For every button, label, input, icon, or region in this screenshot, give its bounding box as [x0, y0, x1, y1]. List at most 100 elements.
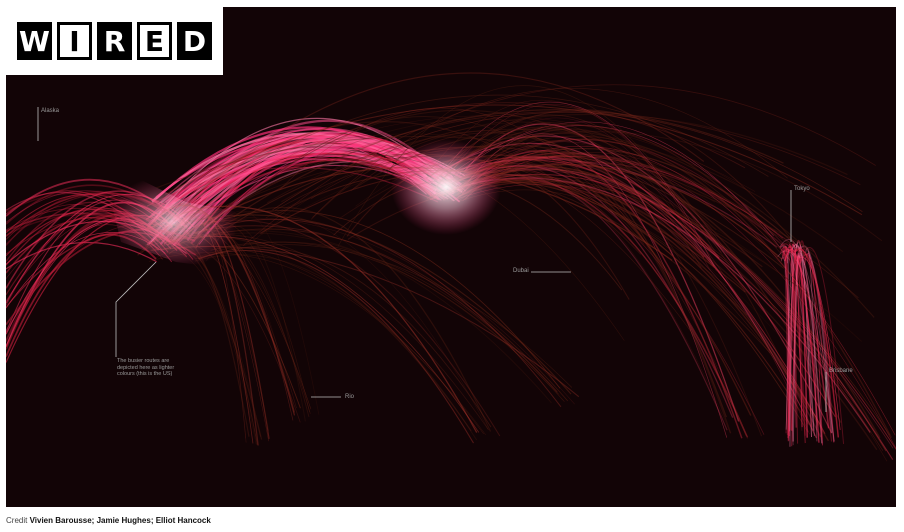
route-arc — [174, 140, 427, 203]
route-arc — [160, 136, 440, 204]
route-arc — [151, 135, 427, 204]
wired-logo: W I R E D — [6, 7, 223, 75]
route-arc — [158, 102, 746, 241]
route-arc — [463, 123, 740, 422]
photo-credit: Credit Vivien Barousse; Jamie Hughes; El… — [6, 516, 211, 525]
route-arc — [213, 206, 492, 432]
route-arc — [784, 245, 791, 437]
route-arc — [266, 128, 844, 253]
route-arc — [463, 155, 784, 239]
route-arc — [337, 85, 651, 247]
route-arc — [452, 159, 836, 418]
route-arc — [254, 121, 751, 241]
route-arc — [429, 173, 896, 451]
route-arc — [457, 181, 830, 442]
route-arc — [201, 210, 561, 389]
route-arc — [464, 133, 728, 438]
route-arc — [464, 157, 732, 434]
credit-names: Vivien Barousse; Jamie Hughes; Elliot Ha… — [29, 516, 211, 525]
route-arc — [458, 154, 896, 449]
route-arc — [463, 151, 763, 437]
label-tokyo: Tokyo — [794, 186, 810, 192]
label-alaska: Alaska — [41, 108, 60, 114]
route-arc — [453, 148, 807, 255]
route-arc — [182, 72, 705, 208]
route-arc — [312, 88, 788, 218]
route-arc — [442, 176, 884, 451]
route-arc — [137, 239, 301, 423]
route-arc — [434, 124, 789, 259]
route-arc — [441, 156, 822, 438]
route-arc — [805, 247, 845, 444]
route-arc — [261, 163, 792, 350]
route-arc — [174, 94, 769, 214]
route-arc — [177, 133, 862, 342]
label-brisbane: Brisbane — [829, 368, 853, 374]
route-arc — [779, 239, 835, 442]
route-arc — [463, 168, 887, 452]
us-note-pointer — [115, 261, 157, 357]
route-arc — [796, 255, 808, 438]
route-arc — [787, 254, 804, 442]
route-arc — [445, 121, 791, 261]
route-arc — [200, 155, 798, 287]
route-arc — [782, 251, 793, 431]
route-arc — [275, 170, 771, 354]
route-arc — [208, 210, 489, 431]
flight-routes-map — [6, 7, 896, 507]
route-arc — [444, 164, 891, 436]
route-arcs — [6, 72, 896, 462]
label-dubai: Dubai — [513, 268, 529, 274]
route-arc — [195, 121, 642, 255]
route-arc — [223, 146, 785, 269]
hub-clusters — [106, 139, 501, 269]
route-arc — [794, 248, 840, 438]
route-arc — [241, 118, 716, 205]
route-arc — [165, 132, 440, 204]
route-arc — [272, 111, 863, 213]
route-arc — [222, 111, 861, 212]
route-arc — [233, 109, 784, 218]
route-arc — [790, 243, 803, 428]
route-arc — [459, 189, 814, 416]
routes-visualization — [6, 72, 896, 462]
route-arc — [185, 140, 428, 233]
route-arc — [198, 246, 492, 428]
route-arc — [195, 244, 573, 388]
route-arc — [239, 109, 717, 231]
route-arc — [460, 155, 881, 439]
route-arc — [443, 156, 826, 434]
route-arc — [791, 243, 823, 444]
route-arc — [785, 244, 796, 430]
route-arc — [462, 155, 810, 435]
route-arc — [777, 250, 835, 442]
route-arc — [281, 113, 848, 203]
route-arc — [425, 99, 717, 272]
route-arc — [799, 253, 835, 443]
route-arc — [784, 248, 820, 443]
route-arc — [310, 130, 702, 262]
route-arc — [465, 117, 710, 270]
route-arc — [464, 138, 789, 249]
route-arc — [243, 84, 876, 246]
route-arc — [791, 250, 802, 447]
route-arc — [274, 145, 859, 299]
route-arc — [794, 247, 832, 442]
logo-letter: W — [17, 22, 52, 60]
route-arc — [789, 252, 795, 447]
route-arc — [456, 145, 896, 436]
route-arc — [260, 170, 746, 293]
route-arc — [442, 101, 715, 267]
logo-letter: D — [177, 22, 212, 60]
route-arc — [431, 135, 833, 434]
route-arc — [785, 239, 802, 434]
route-arc — [449, 104, 703, 248]
route-arc — [198, 241, 560, 395]
busy-routes-note: The busier routes are depicted here as l… — [117, 358, 175, 377]
logo-letter: R — [97, 22, 132, 60]
route-arc — [350, 132, 695, 260]
route-arc — [797, 253, 803, 431]
route-arc — [451, 132, 815, 432]
credit-prefix: Credit — [6, 516, 28, 525]
